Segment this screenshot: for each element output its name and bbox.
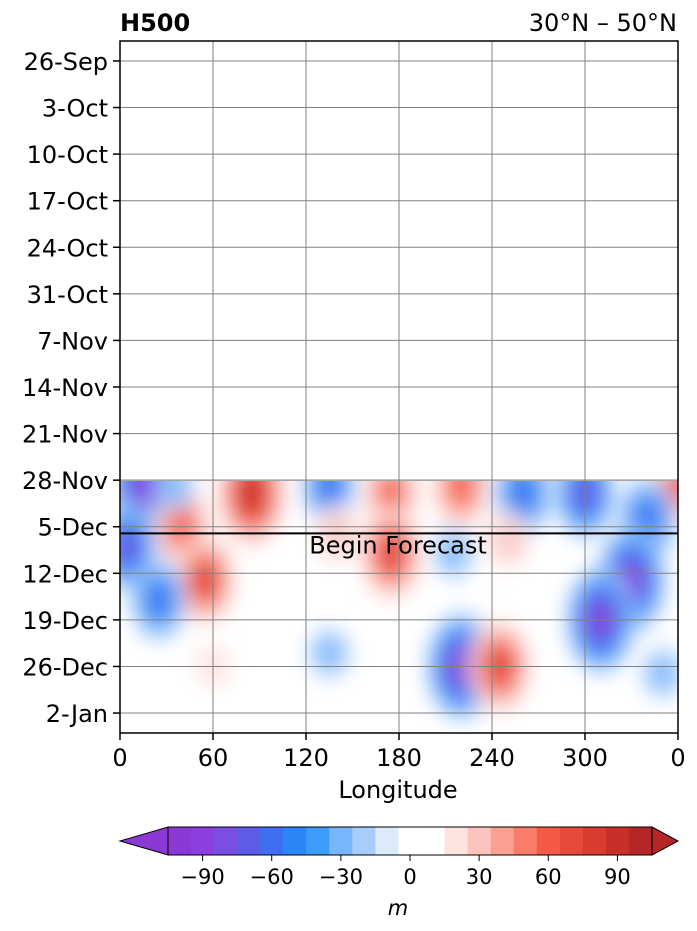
colorbar-swatch — [214, 827, 238, 855]
colorbar-tick-label: −30 — [319, 865, 363, 889]
colorbar-extend-max — [651, 826, 680, 856]
forecast-annotation: Begin Forecast — [309, 531, 487, 559]
anomaly-contour — [162, 481, 187, 502]
colorbar-swatch — [582, 827, 607, 855]
y-tick-label: 21-Nov — [22, 421, 108, 449]
y-tick-label: 24-Oct — [27, 234, 108, 262]
colorbar-tick-label: 0 — [403, 865, 416, 889]
colorbar-swatch — [237, 827, 261, 855]
colorbar-swatch — [329, 827, 353, 855]
colorbar-swatch — [306, 827, 330, 855]
y-axis: 26-Sep 3-Oct 10-Oct 17-Oct 24-Oct 31-Oct 7-Nov… — [22, 48, 120, 728]
colorbar-swatch — [191, 827, 215, 855]
colorbar-swatch — [467, 827, 492, 855]
x-tick-label: 180 — [376, 744, 422, 772]
y-tick-label: 19-Dec — [22, 607, 108, 635]
anomaly-contour — [195, 565, 216, 595]
chart-subtitle: 30°N – 50°N — [529, 9, 677, 37]
y-tick-label: 31-Oct — [27, 281, 108, 309]
y-tick-label: 7-Nov — [37, 327, 108, 355]
y-tick-label: 28-Nov — [22, 467, 108, 495]
colorbar-swatch — [398, 827, 423, 855]
colorbar-tick-label: 30 — [466, 865, 493, 889]
colorbar-swatch — [168, 827, 192, 855]
y-tick-label: 5-Dec — [38, 514, 108, 542]
colorbar-tick-label: 90 — [604, 865, 631, 889]
chart-title: H500 — [120, 9, 190, 37]
anomaly-contour — [148, 584, 170, 615]
x-tick-label: 120 — [283, 744, 329, 772]
anomaly-contour — [319, 481, 340, 501]
anomaly-contour — [494, 522, 521, 558]
x-tick-label: 0 — [670, 744, 685, 772]
x-axis-label: Longitude — [338, 776, 457, 804]
anomaly-contour — [133, 481, 154, 503]
plot-area: Begin Forecast — [119, 40, 679, 734]
anomaly-contour — [650, 658, 675, 688]
anomaly-contour — [241, 481, 262, 510]
y-tick-label: 14-Nov — [22, 374, 108, 402]
anomaly-contour — [120, 532, 138, 562]
colorbar-swatch — [605, 827, 630, 855]
anomaly-contour — [381, 537, 402, 569]
colorbar-swatch — [536, 827, 561, 855]
colorbar-tick-label: −90 — [180, 865, 224, 889]
colorbar-swatch — [352, 827, 376, 855]
y-tick-label: 26-Dec — [22, 653, 108, 681]
y-tick-label: 26-Sep — [24, 48, 108, 76]
x-tick-label: 300 — [562, 744, 608, 772]
colorbar-tick-label: −60 — [250, 865, 294, 889]
colorbar-swatch — [421, 827, 446, 855]
y-tick-label: 2-Jan — [46, 700, 108, 728]
colorbar-swatch — [260, 827, 284, 855]
colorbar-swatch — [283, 827, 307, 855]
colorbar-swatch — [490, 827, 515, 855]
anomaly-contour — [317, 638, 342, 668]
colorbar-swatch — [444, 827, 469, 855]
anomaly-contour — [512, 481, 534, 510]
colorbar: −90 −60 −30 0 30 60 90 — [118, 826, 680, 889]
colorbar-swatch — [628, 827, 653, 855]
colorbar-extend-min — [118, 826, 169, 856]
colorbar-swatch — [513, 827, 538, 855]
colorbar-swatch — [559, 827, 584, 855]
y-tick-label: 12-Dec — [22, 560, 108, 588]
anomaly-contour — [441, 538, 466, 569]
x-tick-label: 240 — [469, 744, 515, 772]
y-tick-label: 10-Oct — [27, 141, 108, 169]
y-tick-label: 3-Oct — [42, 95, 108, 123]
x-axis: 0 60 120 180 240 300 0 — [112, 733, 686, 772]
x-tick-label: 60 — [198, 744, 229, 772]
anomaly-contour — [450, 481, 472, 503]
colorbar-label: m — [388, 896, 408, 920]
y-tick-label: 17-Oct — [27, 188, 108, 216]
colorbar-swatch — [375, 827, 399, 855]
colorbar-tick-label: 60 — [535, 865, 562, 889]
x-tick-label: 0 — [112, 744, 127, 772]
anomaly-contour — [380, 481, 402, 509]
